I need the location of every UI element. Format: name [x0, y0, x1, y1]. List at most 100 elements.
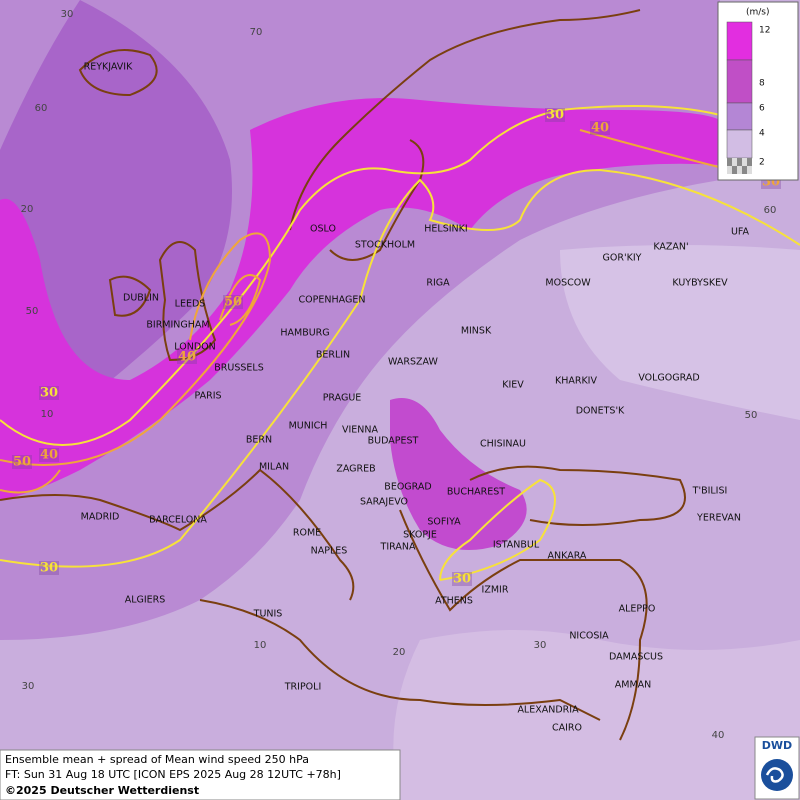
graticule-label: 30: [534, 640, 547, 651]
city-label: PRAGUE: [323, 393, 362, 404]
legend-swatch-checker: [737, 158, 742, 166]
city-label: IZMIR: [482, 585, 509, 596]
city-label: NAPLES: [311, 546, 348, 557]
legend-swatch: [726, 129, 753, 159]
legend-level: 2: [759, 158, 765, 168]
city-label: BARCELONA: [149, 515, 207, 526]
contour-50: [219, 274, 262, 326]
city-label: WARSZAW: [388, 357, 438, 368]
city-label: MILAN: [259, 462, 289, 473]
legend-swatch-checker: [732, 158, 737, 166]
footer-box: [0, 749, 401, 800]
graticule-label: 50: [745, 410, 758, 421]
city-label: RIGA: [426, 278, 450, 289]
legend-swatch-checker: [742, 158, 747, 166]
legend-swatch: [726, 59, 753, 104]
legend-swatch-checker: [732, 166, 737, 174]
graticule-label: 50: [26, 306, 39, 317]
graticule-label: 60: [764, 205, 777, 216]
contour-label-bg: [12, 455, 32, 469]
legend-swatch-checker: [747, 158, 752, 166]
city-label: MINSK: [461, 326, 492, 337]
logo: DWD: [754, 736, 800, 800]
contour-label-bg: [590, 121, 610, 135]
city-label: VIENNA: [342, 425, 379, 436]
contour-30-b: [0, 168, 800, 568]
city-label: LONDON: [174, 342, 215, 353]
graticule-label: 70: [250, 27, 263, 38]
legend-level: 12: [759, 26, 770, 36]
city-label: DAMASCUS: [609, 652, 663, 663]
city-label: KIEV: [502, 380, 524, 391]
graticule-label: 20: [21, 204, 34, 215]
legend-swatch-checker: [742, 166, 747, 174]
contour-label-bg: [39, 386, 59, 400]
contour-label: 30: [546, 108, 564, 123]
contour-30-c: [439, 478, 556, 581]
contour-label: 30: [40, 561, 58, 576]
city-label: ATHENS: [435, 596, 473, 607]
city-label: SOFIYA: [427, 517, 461, 528]
contour-label: 30: [453, 572, 471, 587]
contour-label: 30: [40, 386, 58, 401]
footer-line3: ©2025 Deutscher Wetterdienst: [5, 784, 199, 797]
contour-label-bg: [39, 448, 59, 462]
legend-swatch: [726, 21, 753, 61]
contour-label-bg: [545, 108, 565, 122]
city-label: KAZAN': [653, 242, 688, 253]
legend-level: 4: [759, 129, 765, 139]
city-label: OSLO: [310, 224, 336, 235]
legend-level: 8: [759, 79, 765, 89]
legend-swatch-checker: [747, 166, 752, 174]
city-label: DUBLIN: [123, 293, 159, 304]
graticule-label: 30: [22, 681, 35, 692]
graticule-label: 10: [254, 640, 267, 651]
footer-line1: Ensemble mean + spread of Mean wind spee…: [5, 753, 309, 766]
city-label: BEOGRAD: [384, 482, 431, 493]
city-label: HAMBURG: [280, 328, 329, 339]
graticule-label: 30: [61, 9, 74, 20]
city-label: SARAJEVO: [360, 497, 408, 508]
city-label: UFA: [731, 227, 750, 238]
coast-mediterranean: [0, 468, 648, 741]
city-label: HELSINKI: [424, 224, 467, 235]
city-label: CHISINAU: [480, 439, 526, 450]
city-label: TIRANA: [380, 542, 416, 553]
city-label: ALEPPO: [619, 604, 656, 615]
graticule-label: 20: [393, 647, 406, 658]
city-label: LEEDS: [175, 299, 206, 310]
coast-scandinavia: [289, 9, 641, 231]
contour-label: 50: [13, 455, 31, 470]
city-label: YEREVAN: [696, 513, 741, 524]
graticule-label: 40: [712, 730, 725, 741]
legend-swatch-checker: [727, 158, 732, 166]
coastlines: [0, 9, 686, 741]
city-label: CAIRO: [552, 723, 582, 734]
coast-iceland: [78, 49, 158, 97]
footer: Ensemble mean + spread of Mean wind spee…: [0, 749, 401, 800]
contour-label-bg: [177, 350, 197, 364]
city-label: T'BILISI: [692, 486, 728, 497]
contour-label: 40: [591, 121, 609, 136]
city-label: BUCHAREST: [447, 487, 505, 498]
city-label: BERN: [246, 435, 272, 446]
city-label: KHARKIV: [555, 376, 598, 387]
contour-label-bg: [223, 295, 243, 309]
city-label: TUNIS: [253, 609, 283, 620]
coast-britain: [158, 241, 217, 362]
footer-line2: FT: Sun 31 Aug 18 UTC [ICON EPS 2025 Aug…: [5, 768, 341, 781]
city-label: KUYBYSKEV: [672, 278, 728, 289]
city-label: COPENHAGEN: [299, 295, 366, 306]
graticule-label: 60: [35, 103, 48, 114]
city-label: STOCKHOLM: [355, 240, 415, 251]
contour-label: 50: [224, 295, 242, 310]
legend: (m/s) 12 8 6 4 2: [717, 1, 799, 181]
legend-swatch: [726, 102, 753, 131]
contour-label-bg: [39, 561, 59, 575]
contour-label: 40: [40, 448, 58, 463]
graticule-label: 10: [41, 409, 54, 420]
contours: [0, 105, 800, 581]
